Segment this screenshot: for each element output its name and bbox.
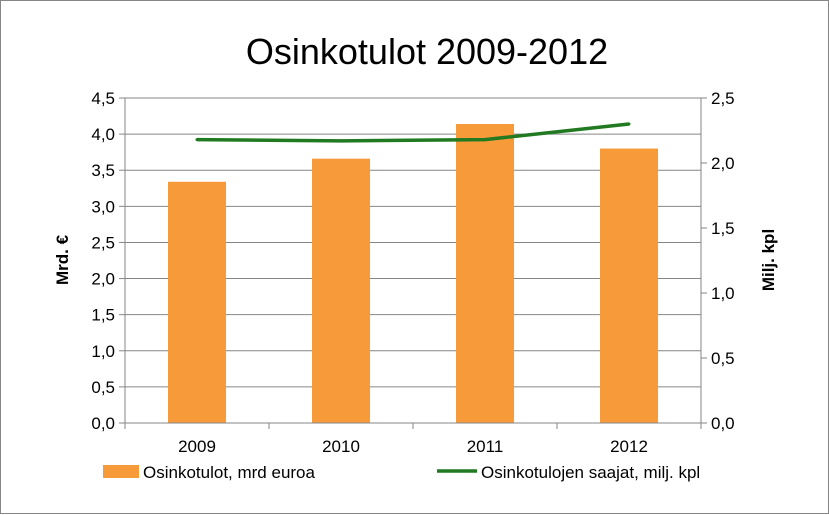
bar-series <box>168 124 658 424</box>
x-tick-label: 2009 <box>178 437 216 456</box>
line-point-2010 <box>339 139 343 143</box>
line-series-path <box>196 122 630 143</box>
bar-2012 <box>600 148 658 424</box>
y-tick-label: 3,5 <box>91 161 115 180</box>
y2-tick-label: 1,5 <box>711 219 735 238</box>
tick-labels: 0,0 0,5 1,0 1,5 2,0 2,5 3,0 3,5 4,0 4,5 0,0 0,5 1,0 1… <box>91 89 734 456</box>
line-point-2009 <box>195 138 199 142</box>
y2-axis-title: Milj. kpl <box>759 229 778 291</box>
y2-tick-label: 2,5 <box>711 89 735 108</box>
legend-bar-swatch <box>103 465 139 478</box>
y-tick-label: 1,5 <box>91 306 115 325</box>
line-series <box>195 122 631 143</box>
y2-tick-label: 2,0 <box>711 154 735 173</box>
y-tick-label: 4,5 <box>91 89 115 108</box>
y-tick-label: 1,0 <box>91 342 115 361</box>
y2-tick-label: 0,5 <box>711 349 735 368</box>
y-tick-label: 2,5 <box>91 233 115 252</box>
bar-2011 <box>456 124 514 423</box>
chart-title: Osinkotulot 2009-2012 <box>246 31 608 72</box>
y2-tick-label: 1,0 <box>711 284 735 303</box>
y2-tick-label: 0,0 <box>711 414 735 433</box>
y-axis-title: Mrd. € <box>53 234 72 285</box>
x-tick-label: 2010 <box>322 437 360 456</box>
y-tick-label: 2,0 <box>91 270 115 289</box>
y-tick-label: 0,5 <box>91 378 115 397</box>
x-tick-label: 2011 <box>467 437 504 456</box>
y-tick-label: 0,0 <box>91 414 115 433</box>
bar-2009 <box>168 181 226 423</box>
y-tick-label: 3,0 <box>91 197 115 216</box>
axes <box>119 97 707 429</box>
bar-2010 <box>312 158 370 423</box>
line-point-2011 <box>483 138 487 142</box>
legend-bar-label: Osinkotulot, mrd euroa <box>143 463 316 482</box>
x-tick-label: 2012 <box>610 437 648 456</box>
y-tick-label: 4,0 <box>91 125 115 144</box>
line-point-2012 <box>627 122 631 126</box>
legend: Osinkotulot, mrd euroa Osinkotulojen saa… <box>103 463 700 482</box>
legend-line-label: Osinkotulojen saajat, milj. kpl <box>481 463 700 482</box>
